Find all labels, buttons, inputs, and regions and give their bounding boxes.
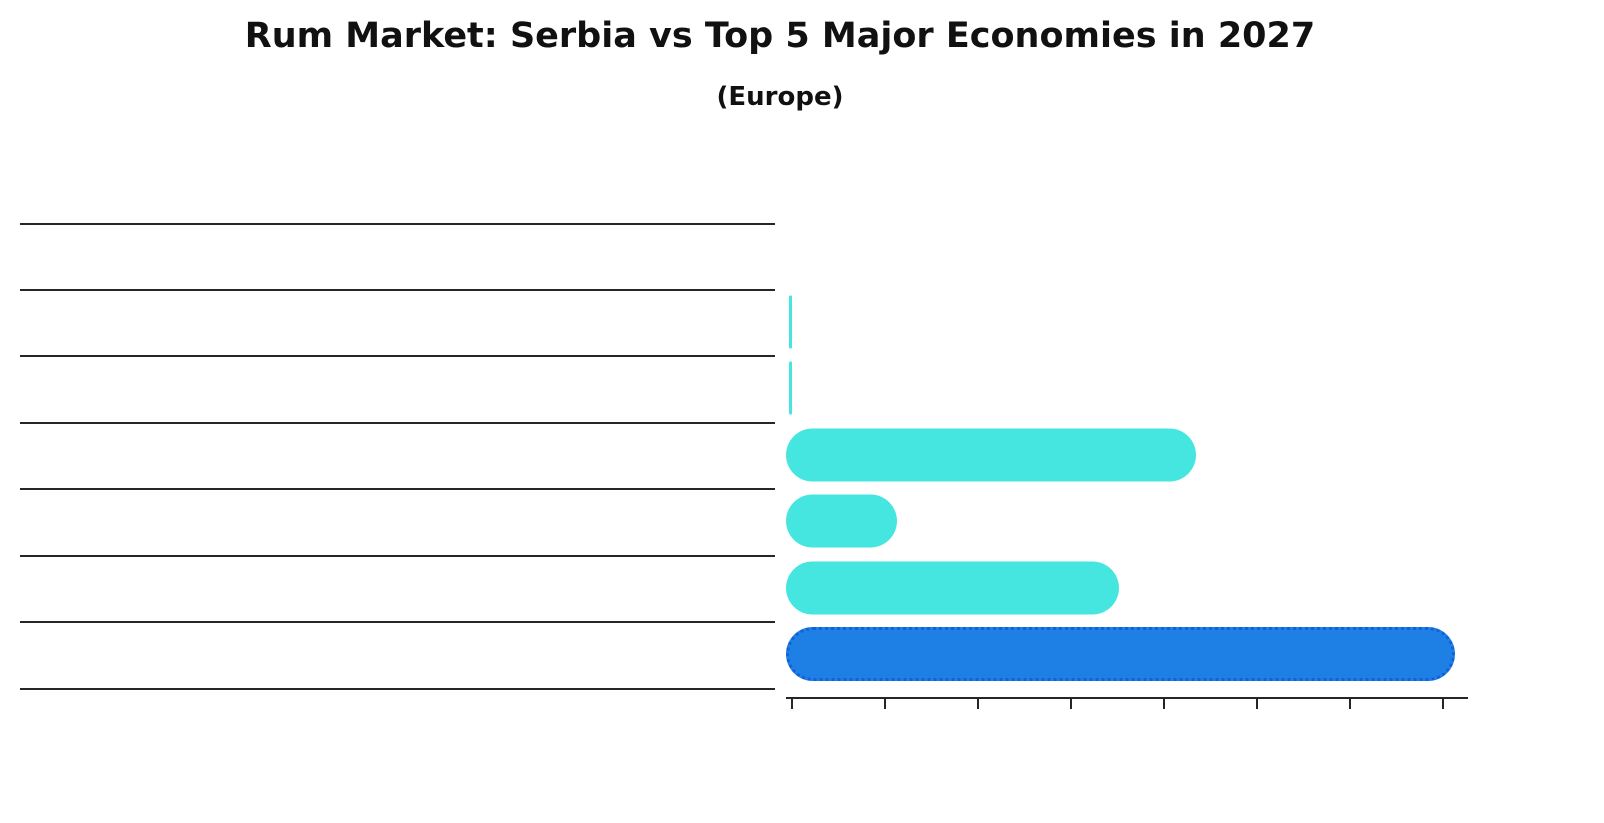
x-axis-tick: [1256, 699, 1258, 709]
table-divider: [20, 555, 775, 557]
x-axis-tick: [1349, 699, 1351, 709]
x-axis-tick: [1163, 699, 1165, 709]
table-divider: [20, 355, 775, 357]
x-axis-tick: [791, 699, 793, 709]
bar-serbia: [786, 627, 1455, 681]
bar-italy: [786, 494, 897, 548]
table-divider: [20, 289, 775, 291]
bar-germany: [789, 295, 792, 349]
x-axis-tick: [884, 699, 886, 709]
chart-subtitle: (Europe): [716, 82, 844, 112]
bar-united-kingdom: [789, 361, 792, 415]
table-divider: [20, 422, 775, 424]
table-divider: [20, 688, 775, 690]
x-axis-line: [786, 697, 1468, 699]
x-axis-tick: [1070, 699, 1072, 709]
x-axis-tick: [977, 699, 979, 709]
table-divider: [20, 621, 775, 623]
chart-title: Rum Market: Serbia vs Top 5 Major Econom…: [244, 16, 1316, 56]
x-axis-tick: [1442, 699, 1444, 709]
table-divider: [20, 488, 775, 490]
table-divider: [20, 223, 775, 225]
bar-russia: [786, 561, 1119, 615]
bar-france: [786, 428, 1196, 482]
